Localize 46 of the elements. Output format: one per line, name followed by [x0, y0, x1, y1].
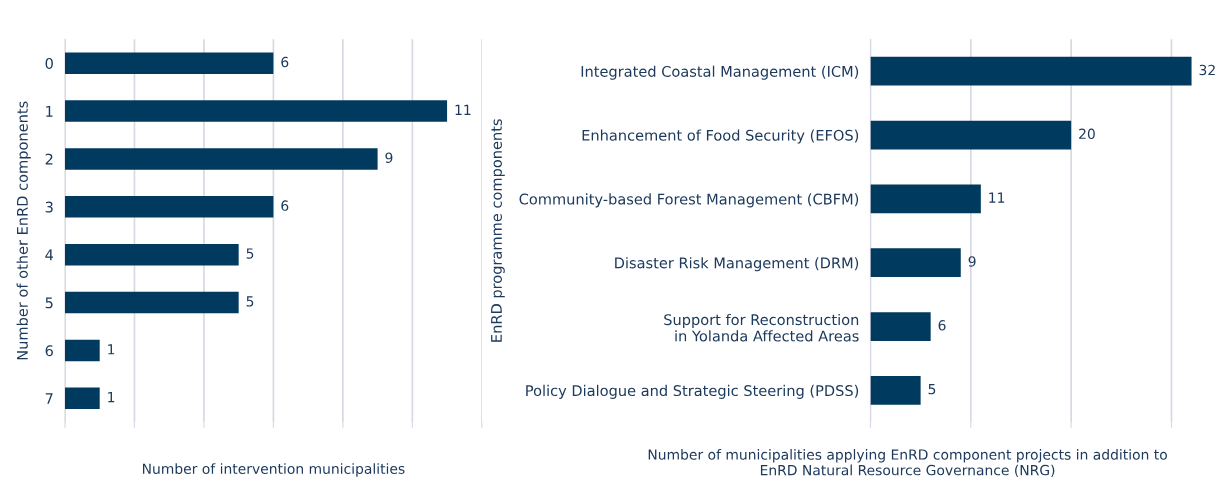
- y-tick-label: Integrated Coastal Management (ICM): [581, 65, 859, 80]
- data-label: 9: [385, 152, 393, 163]
- y-tick-label: 1: [46, 106, 53, 117]
- data-label: 11: [989, 192, 1005, 203]
- y-tick-label: 7: [45, 393, 53, 404]
- y-tick-label: Policy Dialogue and Strategic Steering (PDSS): [526, 384, 859, 399]
- bar: [64, 196, 274, 218]
- y-tick-label: Community-based Forest Management (CBFM): [519, 193, 859, 208]
- y-tick-label: 2: [45, 153, 53, 165]
- data-label: 5: [246, 296, 254, 307]
- bar: [870, 56, 1192, 86]
- data-label: 1: [108, 344, 115, 355]
- bar: [870, 248, 961, 278]
- bar: [64, 148, 378, 170]
- bar: [64, 387, 100, 410]
- bar: [870, 120, 1072, 150]
- data-label: 9: [968, 256, 976, 267]
- data-label: 6: [281, 200, 289, 211]
- y-tick-label: Disaster Risk Management (DRM): [615, 257, 859, 272]
- y-axis-title: EnRD programme components: [491, 119, 505, 342]
- data-label: 1: [108, 392, 115, 403]
- y-tick-label: 5: [45, 297, 53, 309]
- bar: [64, 100, 448, 122]
- bar: [64, 339, 100, 362]
- y-axis-title: Number of other EnRD components: [16, 101, 31, 360]
- y-tick-label: Support for Reconstruction in Yolanda Affected Areas: [664, 313, 859, 342]
- bar: [64, 291, 239, 314]
- data-label: 11: [455, 104, 471, 115]
- y-tick-label: 6: [45, 345, 53, 357]
- bar: [870, 312, 931, 341]
- y-tick-label: 0: [45, 57, 53, 69]
- data-label: 6: [938, 320, 946, 331]
- data-label: 20: [1079, 128, 1095, 140]
- y-tick-label: Enhancement of Food Security (EFOS): [582, 129, 859, 144]
- bar: [870, 375, 921, 405]
- data-label: 5: [928, 384, 936, 395]
- x-axis-title: Number of municipalities applying EnRD component projects in addition to EnRD Natural Resource Governance (NRG): [648, 449, 1167, 478]
- data-label: 32: [1199, 64, 1215, 76]
- data-label: 6: [281, 56, 289, 68]
- y-tick-label: 3: [45, 201, 53, 213]
- bar: [64, 243, 239, 266]
- data-label: 5: [246, 248, 254, 259]
- bar: [870, 184, 981, 214]
- x-axis-title: Number of intervention municipalities: [142, 463, 405, 477]
- bar: [64, 52, 274, 74]
- y-tick-label: 4: [45, 249, 54, 261]
